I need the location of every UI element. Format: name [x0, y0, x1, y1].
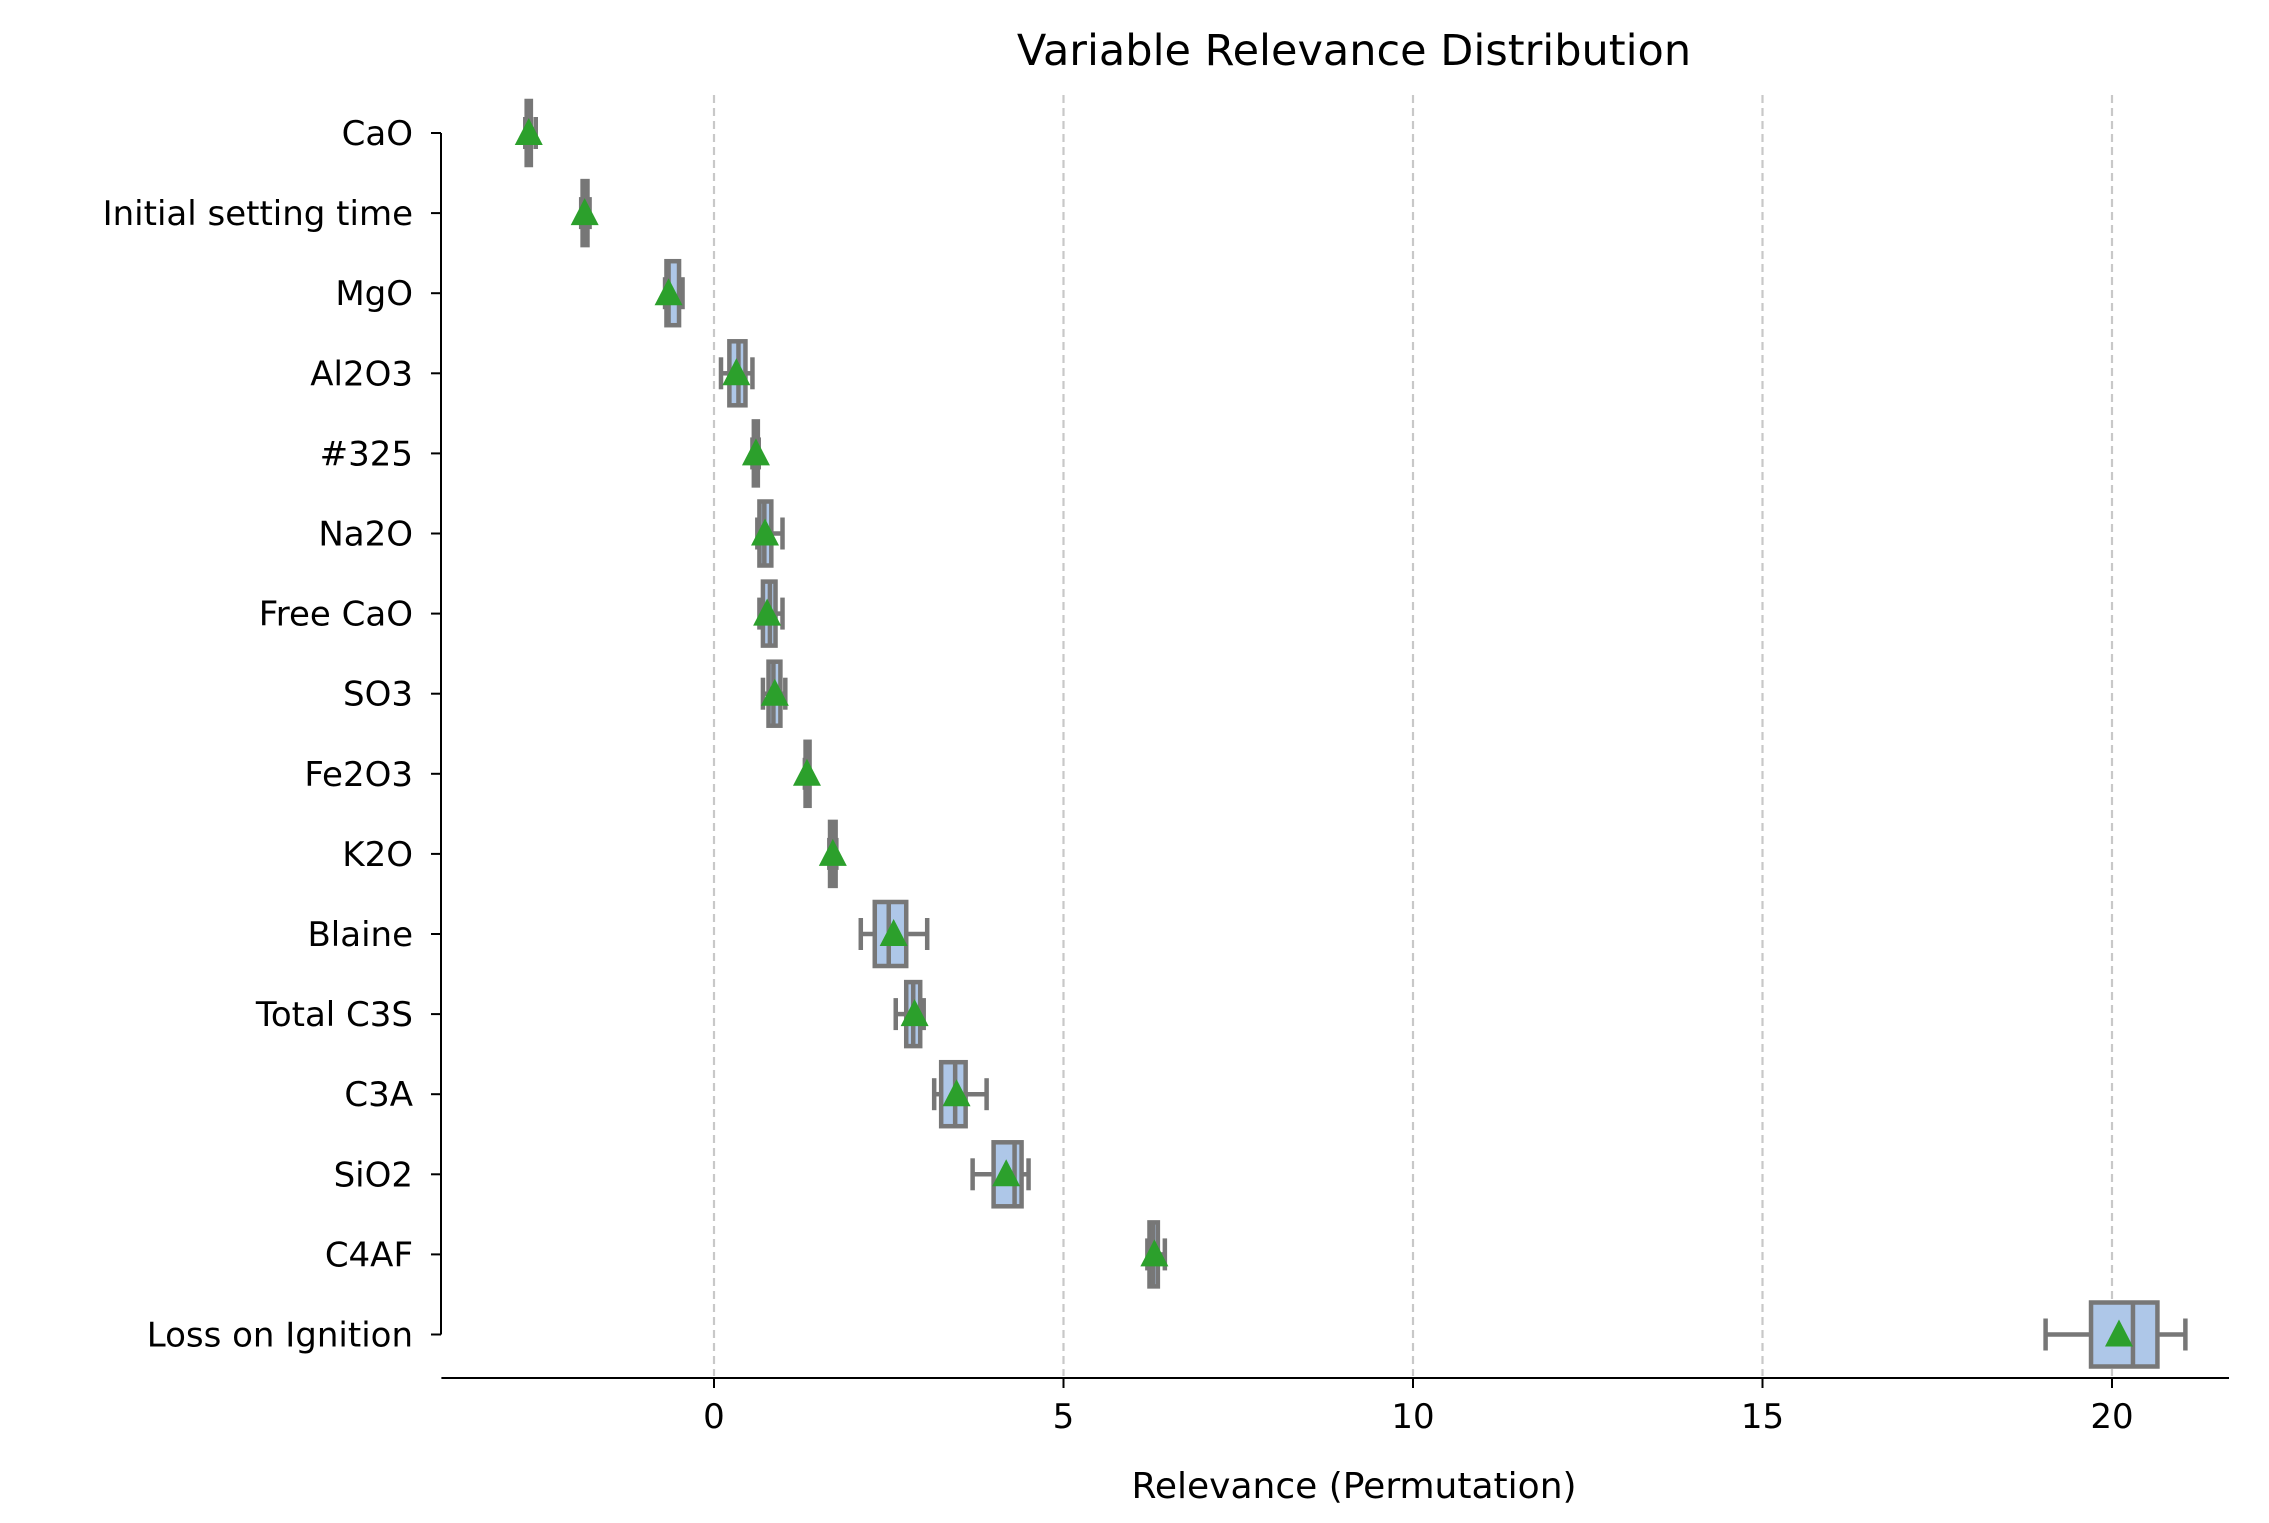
- mean-marker: [900, 999, 929, 1027]
- box-na2o: [751, 499, 785, 568]
- mean-marker: [2104, 1319, 2133, 1347]
- tick-labels: 0 5 10 15 20 CaO Initial setting time MgO Al2O3 #…: [103, 114, 2134, 1437]
- chart-title: Variable Relevance Distribution: [1017, 26, 1691, 76]
- mean-marker: [879, 919, 908, 946]
- y-tick-label: Loss on Ignition: [147, 1316, 413, 1356]
- mean-marker: [942, 1079, 971, 1107]
- y-tick-label: Free CaO: [259, 595, 413, 635]
- mean-marker: [1140, 1239, 1169, 1267]
- box-so3: [760, 659, 789, 728]
- mean-marker: [654, 278, 683, 306]
- y-tick-label: #325: [320, 434, 413, 474]
- box--325: [741, 419, 770, 488]
- y-tick-label: SiO2: [334, 1155, 413, 1195]
- x-axis-label: Relevance (Permutation): [1131, 1466, 1576, 1507]
- mean-marker: [992, 1159, 1021, 1187]
- y-tick-label: Al2O3: [310, 354, 413, 394]
- box-c3a: [931, 1059, 989, 1129]
- y-tick-label: C4AF: [325, 1235, 413, 1275]
- y-tick-label: C3A: [344, 1075, 413, 1115]
- box-mgo: [654, 258, 685, 328]
- x-tick-label: 15: [1741, 1397, 1784, 1437]
- mean-marker: [818, 838, 847, 866]
- mean-marker: [751, 518, 780, 546]
- y-tick-label: K2O: [342, 835, 413, 875]
- boxes: [514, 98, 2188, 1369]
- grid-lines: [712, 95, 2114, 1376]
- y-tick-label: Blaine: [307, 915, 413, 955]
- box-c4af: [1140, 1220, 1169, 1289]
- y-tick-label: MgO: [335, 274, 413, 314]
- y-tick-label: Initial setting time: [103, 194, 413, 234]
- mean-marker: [753, 598, 782, 626]
- box-loss-on-ignition: [2043, 1300, 2188, 1369]
- y-tick-label: Fe2O3: [304, 755, 413, 795]
- mean-marker: [741, 438, 770, 466]
- iqr-box: [991, 1140, 1024, 1209]
- y-tick-label: Na2O: [318, 515, 413, 555]
- box-initial-setting-time: [570, 178, 599, 248]
- box-al2o3: [718, 339, 755, 408]
- x-tick-label: 10: [1391, 1397, 1434, 1437]
- mean-marker: [722, 358, 751, 386]
- mean-marker: [792, 758, 821, 786]
- box-blaine: [858, 899, 930, 969]
- mean-marker: [514, 118, 543, 145]
- x-tick-label: 0: [703, 1397, 725, 1437]
- y-tick-label: SO3: [343, 675, 413, 715]
- x-tick-label: 20: [2090, 1397, 2133, 1437]
- box-k2o: [818, 819, 847, 889]
- mean-marker: [570, 198, 599, 226]
- box-sio2: [970, 1140, 1031, 1209]
- axes: [431, 132, 2229, 1388]
- box-total-c3s: [893, 979, 929, 1049]
- box-free-cao: [753, 579, 785, 648]
- y-tick-label: Total C3S: [255, 995, 413, 1035]
- box-fe2o3: [792, 739, 821, 809]
- x-tick-label: 5: [1053, 1397, 1075, 1437]
- mean-marker: [760, 678, 789, 706]
- box-cao: [514, 98, 543, 168]
- y-tick-label: CaO: [342, 114, 413, 154]
